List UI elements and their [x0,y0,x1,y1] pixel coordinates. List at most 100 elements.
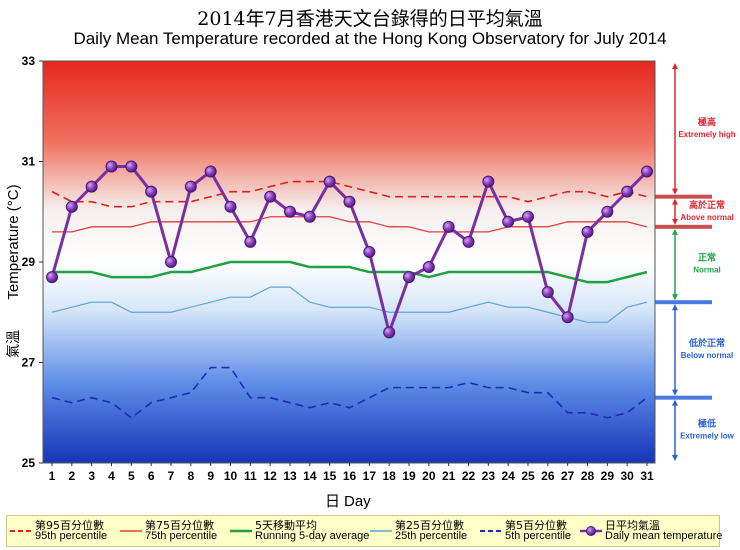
data-point [85,180,98,193]
x-tick-label: 24 [501,469,515,483]
data-point [422,261,435,274]
x-tick-label: 5 [128,469,135,483]
x-tick-label: 2 [68,469,75,483]
y-tick-label: 25 [22,456,36,470]
x-tick-label: 28 [581,469,595,483]
x-axis-label-zh: 日 [325,492,340,510]
category-boundary [655,395,712,400]
arrow-head-icon [672,63,678,69]
data-point [601,205,614,218]
data-point [46,271,58,284]
chart-title-en: Daily Mean Temperature recorded at the H… [73,29,667,48]
data-point [125,160,138,173]
series-line-avg5 [52,260,648,284]
x-axis-label-en: Day [344,493,371,510]
data-point [462,235,475,248]
x-tick-label: 22 [462,469,476,483]
x-tick-label: 29 [601,469,615,483]
data-point [264,190,277,203]
arrow-head-icon [672,304,678,311]
data-point [145,185,158,198]
data-point [165,256,177,268]
category-boundary [655,194,712,199]
x-tick-label: 1 [49,469,56,483]
x-tick-label: 15 [323,469,337,483]
x-tick-label: 14 [303,469,317,483]
data-point [442,220,455,233]
data-point [244,235,257,248]
x-tick-label: 11 [244,469,257,483]
data-point [383,326,396,339]
x-tick-label: 6 [148,469,155,483]
data-point [482,175,495,188]
x-tick-label: 8 [187,469,194,483]
data-point [224,200,237,213]
x-tick-label: 4 [108,469,115,483]
data-point [204,165,217,178]
arrow-head-icon [672,228,678,235]
series-line-p25 [51,286,648,323]
x-tick-label: 17 [363,469,377,483]
category-label-zh-normal: 正常 [698,252,716,264]
category-label-en-below_normal: Below normal [681,351,733,360]
data-point [541,286,554,299]
x-tick-label: 18 [382,469,396,483]
x-tick-label: 12 [263,469,277,483]
x-tick-label: 7 [168,469,175,483]
data-point [502,215,515,228]
x-tick-label: 30 [620,469,634,483]
x-tick-label: 13 [283,469,297,483]
x-tick-label: 9 [207,469,214,483]
data-point [561,311,574,324]
data-point [641,165,653,178]
x-tick-label: 25 [521,469,535,483]
x-tick-label: 21 [442,469,456,483]
y-tick-label: 33 [22,54,36,68]
y-axis-label-en: Temperature (°C) [5,184,22,299]
x-tick-label: 19 [402,469,416,483]
category-label-en-extreme_low: Extremely low [680,431,735,440]
data-point [65,200,78,213]
plot-background [43,61,655,463]
category-label-en-above_normal: Above normal [680,213,733,222]
data-point [184,180,197,193]
legend: 第95百分位數 95th percentile 第75百分位數 75th per… [6,515,722,547]
y-tick-label: 29 [22,255,36,269]
data-point [105,160,118,173]
category-boundary [655,224,712,229]
data-point [284,205,296,218]
x-tick-label: 3 [88,469,95,483]
arrow-head-icon [672,188,678,195]
data-point [581,225,594,238]
arrow-head-icon [672,389,678,396]
arrow-head-icon [672,399,678,406]
data-point [363,245,376,258]
category-label-zh-below_normal: 低於正常 [688,337,725,349]
x-tick-label: 23 [482,469,496,483]
data-point [621,185,634,198]
data-point [403,271,415,284]
arrow-head-icon [672,455,678,461]
category-label-zh-above_normal: 高於正常 [689,199,725,211]
chart-title-zh: 2014年7月香港天文台錄得的日平均氣溫 [197,8,543,30]
series-line-p75 [52,216,648,233]
arrow-head-icon [672,294,678,301]
x-tick-label: 27 [561,469,575,483]
arrow-head-icon [672,218,678,225]
y-tick-label: 31 [22,155,36,169]
data-point [522,210,534,223]
y-tick-label: 27 [22,356,36,370]
category-label-zh-extreme_low: 極低 [697,417,716,429]
category-label-en-extreme_high: Extremely high [678,130,735,139]
data-point [343,195,356,208]
category-label-en-normal: Normal [693,266,721,275]
x-tick-label: 26 [541,469,555,483]
data-point [323,175,336,188]
category-label-zh-extreme_high: 極高 [697,116,716,128]
y-axis-label-zh: 氣溫 [6,330,22,358]
x-tick-label: 16 [343,469,357,483]
series-line-p95 [51,180,648,208]
arrow-head-icon [672,198,678,205]
x-tick-label: 31 [640,469,654,483]
